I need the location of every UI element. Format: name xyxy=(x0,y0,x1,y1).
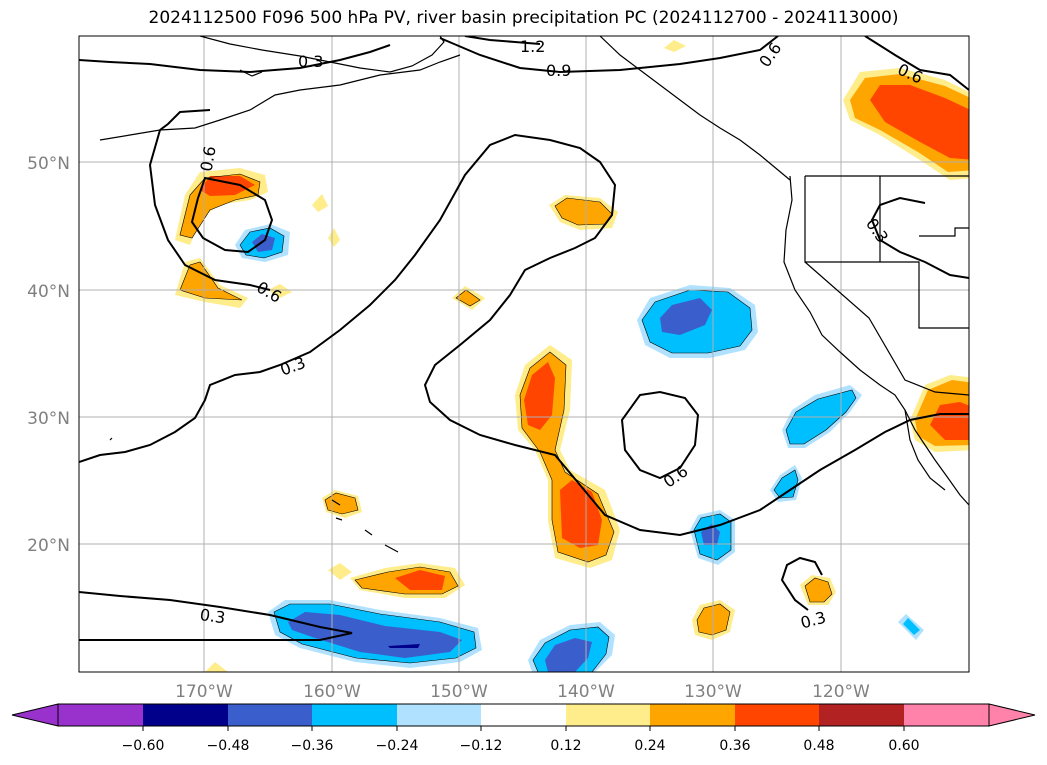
colorbar-tick-label: 0.12 xyxy=(550,738,581,754)
colorbar-tick-label: 0.48 xyxy=(803,738,834,754)
lat-label: 20°N xyxy=(27,536,70,556)
colorbar-tick-label: −0.12 xyxy=(460,738,503,754)
colorbar-tick-label: 0.36 xyxy=(719,738,750,754)
colorbar-bin xyxy=(904,704,989,726)
colorbar-frame xyxy=(57,703,990,727)
contour-label: 0.6 xyxy=(660,461,692,491)
lon-label: 150°W xyxy=(430,682,488,702)
colorbar-tick-label: −0.36 xyxy=(291,738,334,754)
lon-label: 160°W xyxy=(303,682,361,702)
contour-label: 0.3 xyxy=(862,215,892,247)
shading-outlines xyxy=(179,173,857,672)
colorbar-bin xyxy=(312,704,397,726)
contour-label: 0.6 xyxy=(755,39,785,71)
colorbar-bin xyxy=(819,704,904,726)
colorbar-bin xyxy=(397,704,481,726)
negative-anomaly-shading xyxy=(235,224,924,672)
colorbar-bin xyxy=(228,704,312,726)
lon-label: 140°W xyxy=(557,682,615,702)
contour-label: 0.3 xyxy=(298,52,323,71)
contour-label: 1.2 xyxy=(520,37,545,56)
colorbar-tick-label: −0.24 xyxy=(376,738,419,754)
contour-label: 0.6 xyxy=(253,277,285,306)
colorbar-tick-label: −0.60 xyxy=(122,738,165,754)
colorbar-bin xyxy=(735,704,819,726)
lat-label: 30°N xyxy=(27,409,70,429)
colorbar-tick-label: 0.24 xyxy=(634,738,665,754)
plot-area: 0.3 1.2 0.9 0.6 0.6 0.6 0.3 0.6 0.3 0.6 … xyxy=(79,36,969,672)
contour-label: 0.3 xyxy=(199,605,227,627)
colorbar-bin xyxy=(566,704,650,726)
colorbar-tick-label: 0.60 xyxy=(888,738,919,754)
contour-label: 0.9 xyxy=(546,61,571,80)
graticule xyxy=(79,36,969,672)
contour-label: 0.3 xyxy=(278,353,308,380)
contour-label: 0.3 xyxy=(798,608,828,633)
lat-label: 40°N xyxy=(27,282,70,302)
latitude-labels: 50°N 40°N 30°N 20°N xyxy=(27,154,70,556)
lat-label: 50°N xyxy=(27,154,70,174)
lon-label: 120°W xyxy=(812,682,870,702)
colorbar-tick-labels: −0.60 −0.48 −0.36 −0.24 −0.12 0.12 0.24 … xyxy=(122,738,920,754)
colorbar-bin xyxy=(650,704,735,726)
colorbar-tick-label: −0.48 xyxy=(207,738,250,754)
map-title: 2024112500 F096 500 hPa PV, river basin … xyxy=(148,8,899,28)
colorbar-bin xyxy=(143,704,228,726)
pv-contours xyxy=(79,36,969,641)
plot-frame xyxy=(78,35,970,673)
colorbar: −0.60 −0.48 −0.36 −0.24 −0.12 0.12 0.24 … xyxy=(11,703,1036,754)
colorbar-bin xyxy=(481,704,566,726)
longitude-labels: 170°W 160°W 150°W 140°W 130°W 120°W xyxy=(175,682,870,702)
lon-label: 170°W xyxy=(175,682,233,702)
positive-anomaly-shading xyxy=(175,40,969,672)
contour-label: 0.6 xyxy=(197,145,220,173)
colorbar-ticks xyxy=(142,726,905,731)
colorbar-bin xyxy=(58,704,143,726)
colorbar-extend-low xyxy=(11,703,59,727)
lon-label: 130°W xyxy=(684,682,742,702)
colorbar-extend-high xyxy=(988,703,1036,727)
